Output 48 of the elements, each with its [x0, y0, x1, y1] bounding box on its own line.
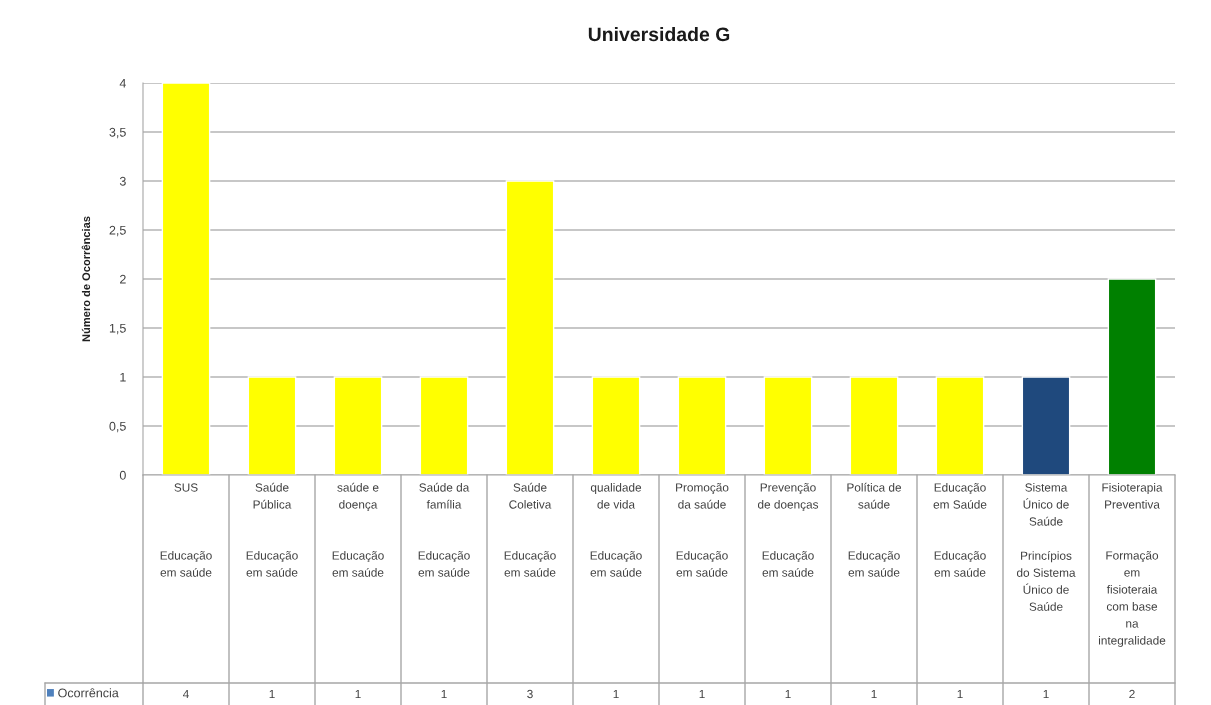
- y-tick-label: 0,5: [109, 421, 126, 433]
- data-label: 1: [1043, 689, 1049, 699]
- y-tick-label: 0: [119, 470, 126, 480]
- data-label: 1: [785, 689, 791, 699]
- data-label: 1: [355, 689, 361, 699]
- data-label: 4: [182, 689, 189, 699]
- category-label: Sistema Único de Saúde Princípios do Sistema Único de Saúde: [1016, 483, 1076, 611]
- bar: [419, 376, 469, 475]
- bar: [1107, 278, 1157, 475]
- bar: [247, 376, 297, 475]
- y-tick-label: 3: [119, 176, 126, 186]
- category-label: Promoção da saúde Educação em saúde: [676, 483, 729, 577]
- data-label: 3: [527, 689, 533, 699]
- bar: [849, 376, 899, 475]
- data-label: 1: [871, 689, 877, 699]
- y-tick-label: 2,5: [109, 225, 126, 237]
- category-label: Saúde Coletiva Educação em saúde: [504, 482, 556, 577]
- category-label: saúde e doença Educação em saúde: [332, 482, 384, 577]
- y-axis-title: Número de Ocorrências: [81, 216, 91, 342]
- category-label: Política de saúde Educação em saúde: [847, 482, 902, 577]
- bar: [591, 376, 641, 475]
- bar: [935, 376, 985, 475]
- bar: [1021, 376, 1071, 475]
- category-label: Saúde da família Educação em saúde: [418, 482, 470, 577]
- bar: [677, 376, 727, 475]
- category-label: Saúde Pública Educação em saúde: [246, 482, 298, 577]
- y-tick-label: 2: [120, 274, 126, 284]
- bar: [333, 376, 383, 475]
- y-tick-label: 4: [119, 78, 126, 88]
- chart-title: Universidade G: [588, 26, 730, 42]
- y-tick-label: 3,5: [109, 127, 126, 139]
- data-label: 1: [441, 689, 447, 699]
- category-label: Fisioterapia Preventiva Formação em fisioteraia com base na integralidade: [1098, 483, 1166, 647]
- bar: [763, 376, 813, 475]
- data-label: 1: [269, 689, 275, 699]
- category-label: Educação em Saúde Educação em saúde: [933, 483, 987, 577]
- data-label: 1: [613, 689, 619, 699]
- category-label: Prevenção de doenças Educação em saúde: [757, 483, 819, 577]
- category-label: qualidade de vida Educação em saúde: [590, 483, 642, 577]
- y-tick-label: 1,5: [109, 323, 126, 335]
- text: Ocorrência: [58, 688, 119, 698]
- y-tick-label: 1: [120, 372, 126, 382]
- bar: [161, 83, 211, 475]
- category-label: SUS Educação em saúde: [160, 483, 212, 577]
- bar: [505, 180, 555, 475]
- data-label: 1: [699, 689, 705, 699]
- data-label: 1: [957, 689, 963, 699]
- data-label: 2: [1129, 689, 1135, 699]
